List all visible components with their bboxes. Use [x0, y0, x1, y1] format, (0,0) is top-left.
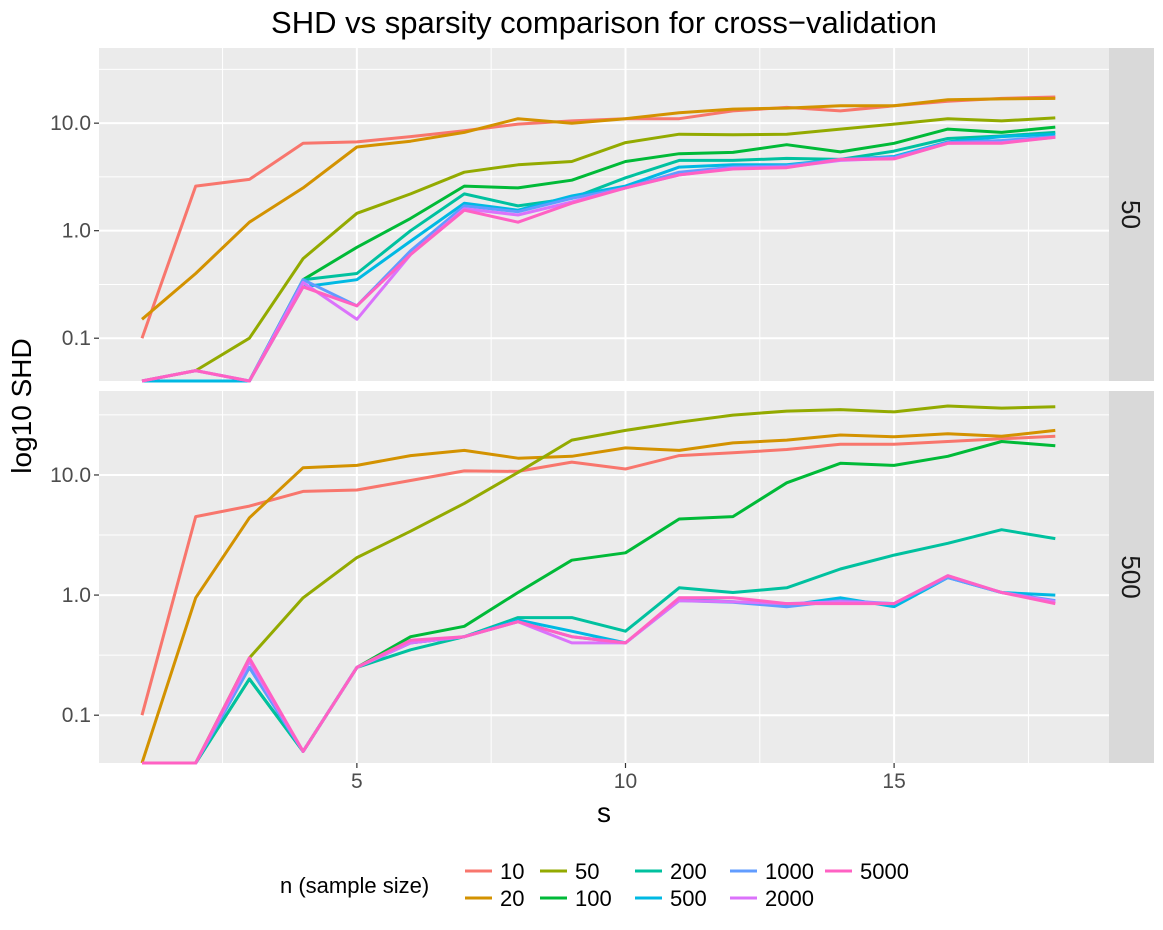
- panel-top-grid: [99, 48, 1109, 381]
- legend-label: 200: [670, 859, 707, 884]
- y-axis-bottom: 0.1 1.0 10.0: [50, 464, 99, 727]
- strip-label-top: 50: [1116, 200, 1146, 229]
- panel-top-background: [99, 48, 1109, 381]
- y-tick-label: 10.0: [50, 112, 91, 135]
- series-line-n50-panel-50: [141, 116, 1056, 383]
- x-axis: 5 10 15: [351, 763, 906, 793]
- x-tick-label: 10: [614, 770, 637, 793]
- legend-item-200: 200: [635, 859, 707, 884]
- legend-label: 2000: [765, 886, 814, 911]
- y-tick-label: 10.0: [50, 464, 91, 487]
- panel-bottom-grid: [99, 391, 1109, 763]
- legend-item-10: 10: [465, 859, 524, 884]
- y-tick-label: 1.0: [62, 584, 91, 607]
- legend-title: n (sample size): [280, 873, 429, 898]
- panel-bottom: 500: [99, 391, 1154, 765]
- legend-label: 1000: [765, 859, 814, 884]
- legend-label: 50: [575, 859, 599, 884]
- legend-label: 5000: [860, 859, 909, 884]
- y-tick-label: 0.1: [62, 327, 91, 350]
- x-tick-label: 5: [351, 770, 363, 793]
- x-tick-label: 15: [882, 770, 905, 793]
- panel-top-lines: [140, 95, 1056, 383]
- legend-item-500: 500: [635, 886, 707, 911]
- strip-top: [1109, 48, 1154, 381]
- strip-label-bottom: 500: [1116, 555, 1146, 598]
- legend-item-20: 20: [465, 886, 524, 911]
- legend-label: 20: [500, 886, 524, 911]
- legend-label: 10: [500, 859, 524, 884]
- series-line-n20-panel-50: [141, 96, 1056, 321]
- series-line-n50-panel-500: [142, 404, 1056, 765]
- panel-bottom-background: [99, 391, 1109, 763]
- y-tick-label: 0.1: [62, 704, 91, 727]
- series-line-n10-panel-500: [140, 434, 1056, 716]
- y-axis-title: log10 SHD: [6, 338, 37, 473]
- legend-item-5000: 5000: [825, 859, 909, 884]
- x-axis-title: s: [597, 797, 611, 828]
- series-line-n5000-panel-500: [142, 574, 1056, 765]
- strip-bottom: [1109, 391, 1154, 763]
- legend-item-100: 100: [540, 886, 612, 911]
- series-line-n20-panel-500: [140, 428, 1056, 764]
- y-axis-top: 0.1 1.0 10.0: [50, 112, 99, 350]
- panel-bottom-lines: [140, 404, 1056, 765]
- chart-title: SHD vs sparsity comparison for cross−val…: [271, 5, 937, 40]
- y-tick-label: 1.0: [62, 220, 91, 243]
- legend-item-1000: 1000: [730, 859, 814, 884]
- legend-label: 100: [575, 886, 612, 911]
- legend-item-2000: 2000: [730, 886, 814, 911]
- panel-top: 50: [99, 48, 1154, 383]
- series-line-n5000-panel-50: [141, 135, 1056, 383]
- legend-item-50: 50: [540, 859, 599, 884]
- legend-label: 500: [670, 886, 707, 911]
